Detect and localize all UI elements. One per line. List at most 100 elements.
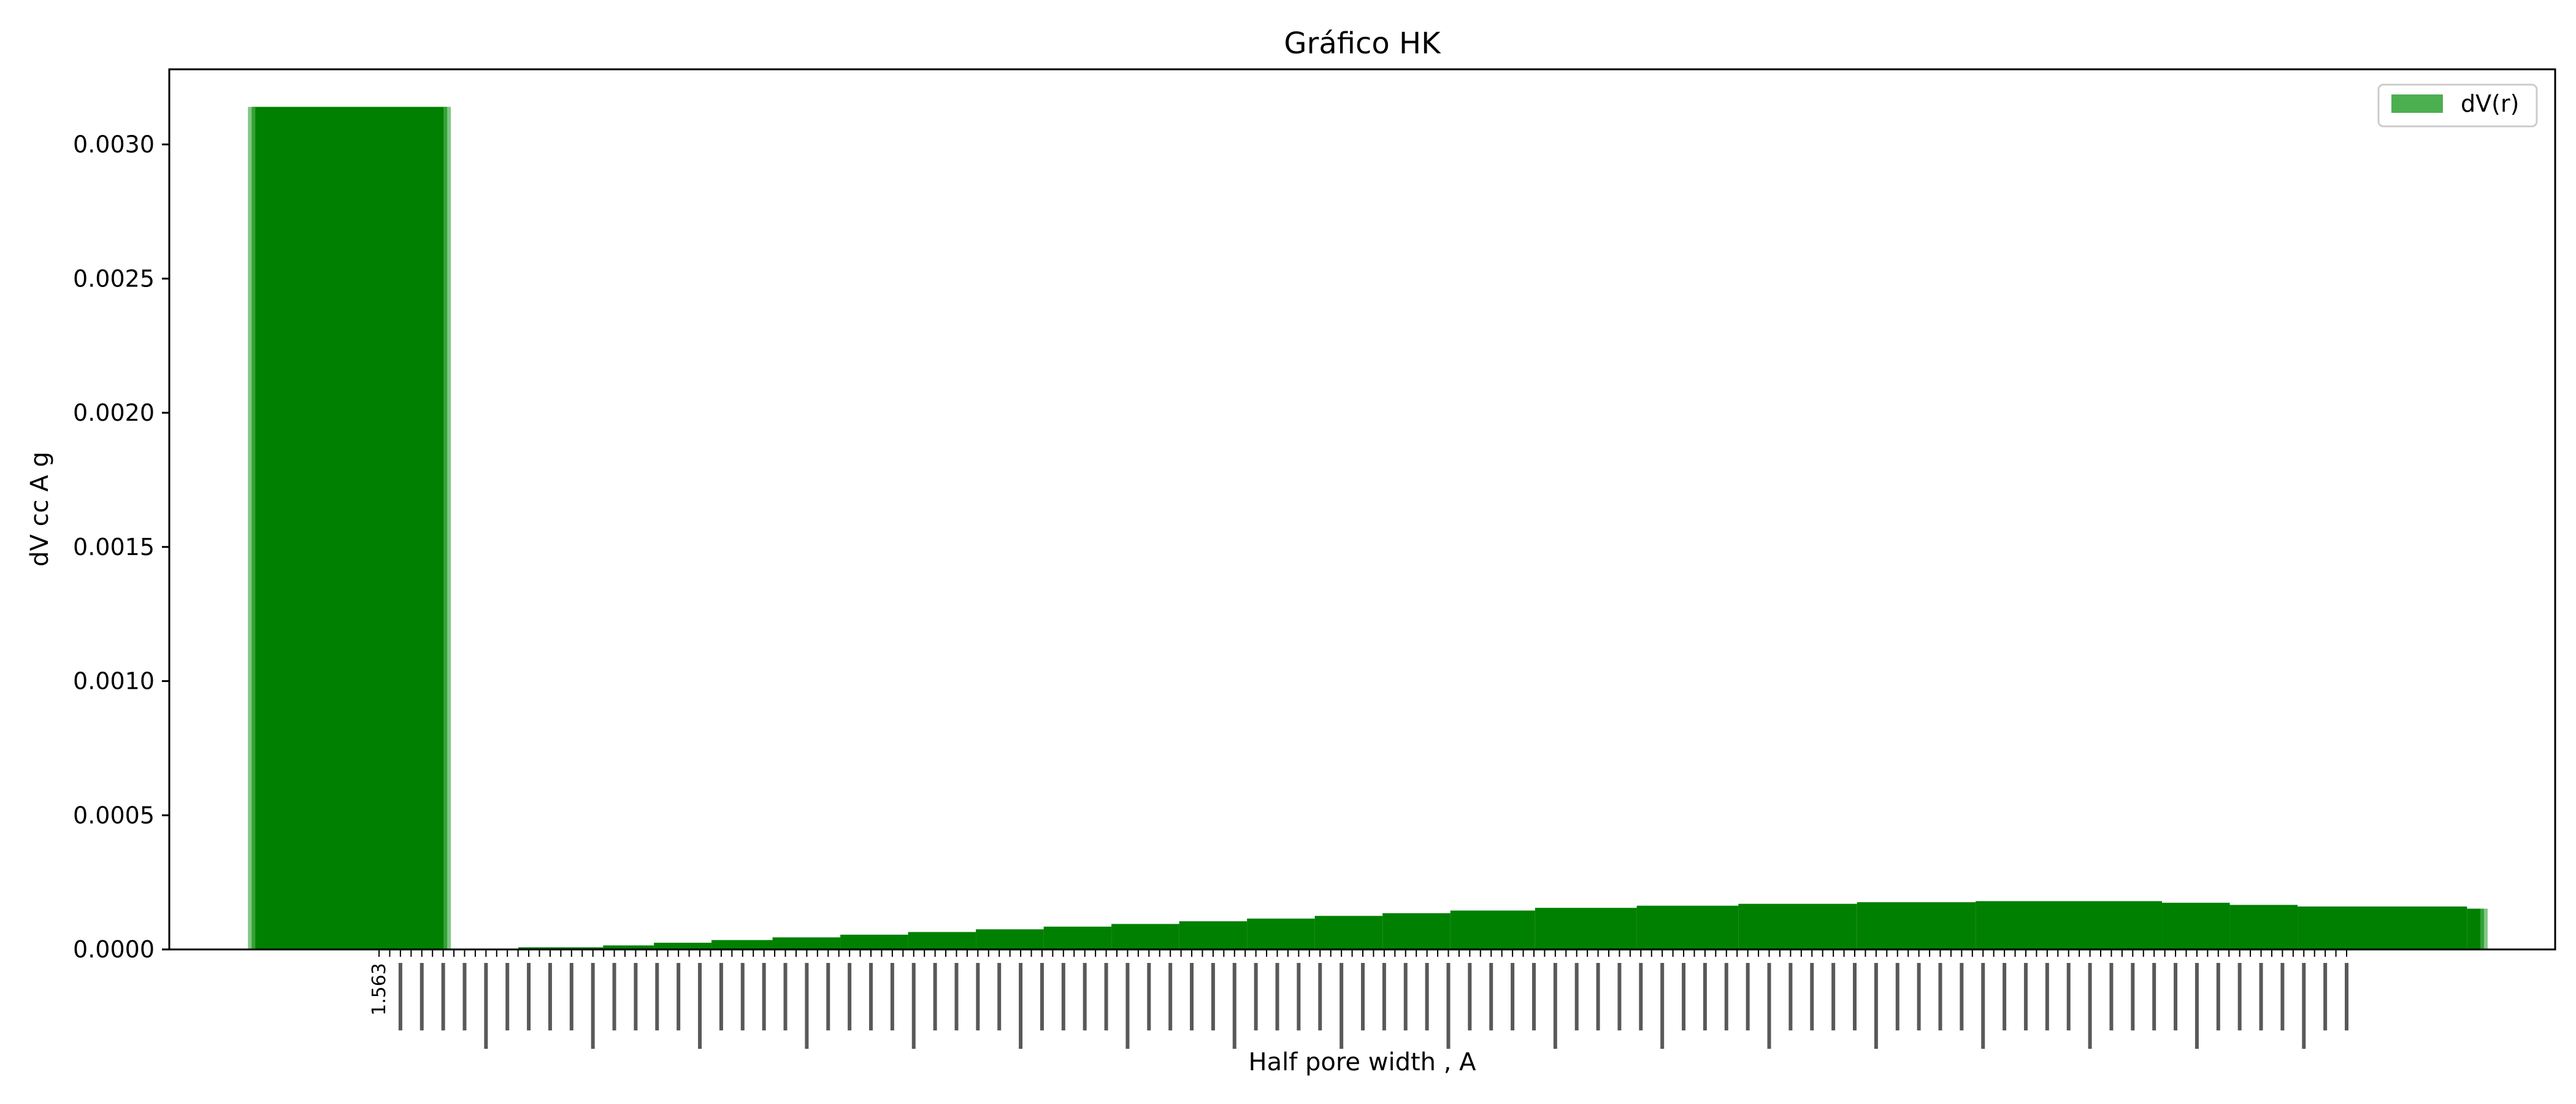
x-axis-ticks: 1.563 [369,949,2348,1049]
x-tick-label: 1.563 [369,963,390,1016]
x-tick-label-stub [420,963,424,1030]
x-tick-label-stub [612,963,616,1030]
x-tick-label-stub [1617,963,1622,1030]
bar-15 [1382,913,1451,949]
bar-19 [1738,903,1857,949]
x-tick-label-stub [805,963,809,1049]
x-tick-label-stub [569,963,573,1030]
legend-label: dV(r) [2461,90,2519,117]
x-tick-label-stub [1275,963,1279,1030]
x-tick-label-stub [591,963,595,1049]
x-tick-label-stub [933,963,937,1030]
bar-edge-1 [443,107,451,949]
bar-24 [2298,907,2467,949]
y-tick-label: 0.0010 [73,668,155,695]
x-tick-label-stub [1553,963,1557,1049]
x-tick-label-stub [548,963,552,1030]
bar-16 [1450,910,1535,949]
y-axis-label: dV cc A g [26,451,54,567]
bar-edge-2 [2480,908,2488,949]
x-tick-label-stub [527,963,531,1030]
x-tick-label-stub [1639,963,1643,1030]
x-tick-label-stub [1574,963,1579,1030]
bar-22 [2162,902,2230,949]
x-tick-label-stub [1895,963,1899,1030]
x-tick-label-stub [1660,963,1665,1049]
y-tick-label: 0.0015 [73,534,155,561]
x-tick-label-stub [1853,963,1857,1030]
x-tick-label-stub [441,963,445,1030]
x-tick-label-stub [1125,963,1130,1049]
x-tick-label-stub [890,963,894,1030]
x-tick-label-stub [1340,963,1344,1049]
x-tick-label-stub [848,963,852,1030]
x-tick-label-stub [2152,963,2156,1030]
x-tick-label-stub [2323,963,2328,1030]
x-tick-label-stub [1531,963,1536,1030]
x-tick-label-stub [1746,963,1750,1030]
x-tick-label-stub [2280,963,2285,1030]
x-tick-label-stub [1703,963,1707,1030]
x-tick-label-stub [2302,963,2306,1049]
x-tick-label-stub [634,963,638,1030]
chart-title: Gráfico HK [1284,26,1441,61]
x-tick-label-stub [1211,963,1215,1030]
bar-20 [1857,902,1976,949]
x-tick-label-stub [1061,963,1065,1030]
x-tick-label-stub [2259,963,2263,1030]
x-tick-label-stub [2195,963,2199,1049]
bar-2 [518,947,604,949]
x-tick-label-stub [1446,963,1451,1049]
x-tick-label-stub [2131,963,2135,1030]
x-tick-label-stub [1083,963,1087,1030]
bar-9 [976,929,1044,949]
x-tick-label-stub [2023,963,2028,1030]
x-tick-label-stub [1297,963,1301,1030]
x-tick-label-stub [2109,963,2114,1030]
x-tick-label-stub [398,963,402,1030]
legend-swatch [2391,94,2443,113]
bar-5 [711,940,773,949]
x-tick-label-stub [655,963,659,1030]
x-tick-label-stub [462,963,467,1030]
x-tick-label-stub [954,963,959,1030]
x-tick-label-stub [826,963,830,1030]
x-tick-label-stub [1168,963,1173,1030]
y-tick-label: 0.0020 [73,399,155,426]
bar-14 [1314,916,1383,949]
bar-23 [2229,905,2298,949]
x-tick-label-stub [1981,963,1985,1049]
x-tick-label-stub [2174,963,2178,1030]
bar-12 [1179,921,1248,949]
bar-4 [654,943,712,949]
x-tick-label-stub [1147,963,1151,1030]
x-tick-label-stub [2345,963,2348,1030]
x-tick-label-stub [1254,963,1258,1030]
x-tick-label-stub [1874,963,1878,1049]
y-tick-label: 0.0030 [73,131,155,158]
x-tick-label-stub [2088,963,2092,1049]
x-tick-label-stub [1682,963,1686,1030]
x-tick-label-stub [1831,963,1836,1030]
x-tick-label-stub [719,963,723,1030]
bar-11 [1111,924,1179,949]
x-tick-label-stub [976,963,980,1030]
x-tick-label-stub [1361,963,1365,1030]
x-tick-label-stub [1489,963,1493,1030]
bar-0 [251,107,448,949]
bar-6 [772,937,841,949]
x-tick-label-stub [1468,963,1472,1030]
x-tick-label-stub [1917,963,1921,1030]
x-tick-label-stub [740,963,745,1030]
x-tick-label-stub [1596,963,1600,1030]
x-tick-label-stub [2003,963,2007,1030]
x-tick-label-stub [762,963,766,1030]
x-tick-label-stub [911,963,916,1049]
x-axis-label: Half pore width , A [1248,1048,1476,1076]
x-tick-label-stub [1810,963,1814,1030]
x-tick-label-stub [698,963,702,1049]
x-tick-label-stub [1788,963,1793,1030]
bar-10 [1043,926,1112,949]
x-tick-label-stub [2237,963,2242,1030]
